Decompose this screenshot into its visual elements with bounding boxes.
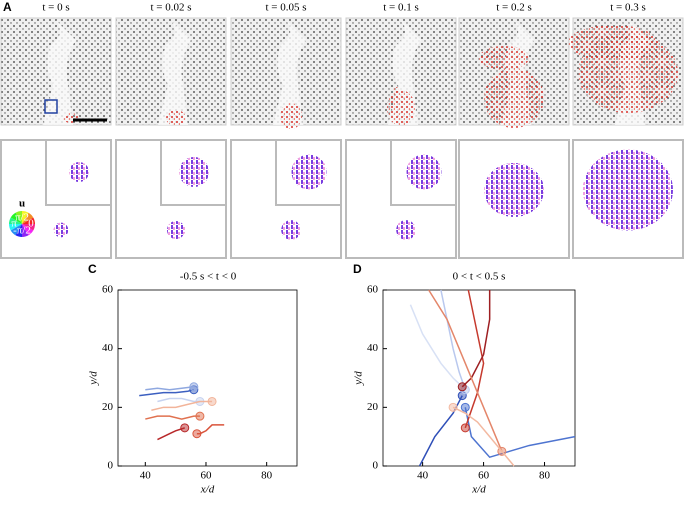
color-wheel	[15, 211, 22, 224]
x-tick-label: 40	[417, 470, 429, 482]
x-axis-label: x/d	[200, 484, 215, 496]
panel-title: t = 0.05 s	[265, 2, 306, 14]
y-tick-label: 20	[367, 401, 379, 413]
plot-frame	[117, 289, 298, 467]
panel-title: t = 0.2 s	[496, 2, 532, 14]
trajectory	[461, 290, 491, 388]
wheel-label: π/2	[15, 212, 29, 224]
trajectory	[409, 304, 463, 388]
end-marker	[457, 382, 467, 392]
trajectory	[145, 386, 194, 391]
red-region	[166, 110, 186, 126]
color-wheel	[22, 224, 29, 237]
panel-label: D	[353, 262, 362, 276]
red-region	[393, 87, 399, 93]
trajectory	[157, 397, 200, 403]
color-wheel	[10, 224, 22, 236]
inset-cluster	[69, 162, 89, 182]
void	[43, 20, 76, 125]
color-wheel	[22, 217, 35, 224]
trajectory	[157, 427, 185, 441]
trajectory	[464, 289, 485, 429]
wheel-label: π	[11, 218, 17, 230]
cluster	[484, 163, 544, 217]
void	[158, 20, 191, 125]
chart-title: -0.5 s < t < 0	[180, 271, 237, 283]
panel-title: t = 0.02 s	[150, 2, 191, 14]
y-tick-label: 40	[102, 342, 114, 354]
red-region	[568, 25, 658, 61]
color-wheel	[9, 217, 22, 224]
y-axis-label: y/d	[353, 371, 365, 386]
panel-title: t = 0.3 s	[610, 2, 646, 14]
trajectory	[440, 289, 466, 390]
end-marker	[460, 402, 470, 412]
y-axis-label: y/d	[88, 371, 100, 386]
y-tick-label: 0	[373, 460, 379, 472]
wheel-title: u	[19, 198, 25, 210]
inset-cluster	[179, 157, 209, 187]
cluster	[53, 222, 69, 238]
y-tick-label: 60	[367, 284, 379, 296]
cluster	[396, 220, 416, 240]
red-region	[484, 68, 544, 128]
y-tick-label: 0	[108, 460, 114, 472]
chart-title: 0 < t < 0.5 s	[453, 271, 506, 283]
panel-title: t = 0.1 s	[383, 2, 419, 14]
inset-cluster	[291, 154, 327, 190]
y-tick-label: 40	[367, 342, 379, 354]
trajectory	[139, 389, 195, 397]
red-region	[387, 90, 415, 126]
end-marker	[448, 402, 458, 412]
cluster	[281, 220, 301, 240]
trajectory	[151, 400, 213, 411]
trajectory	[452, 406, 515, 467]
color-wheel	[22, 224, 35, 231]
color-wheel	[22, 212, 34, 224]
trajectory	[464, 407, 576, 459]
color-wheel	[22, 224, 34, 236]
panel-label: A	[3, 0, 12, 14]
roi-box	[44, 99, 58, 114]
panel-label: C	[88, 262, 97, 276]
panel-title: t = 0 s	[42, 2, 69, 14]
red-region	[479, 46, 529, 70]
red-region	[280, 103, 302, 129]
trajectory	[428, 289, 503, 452]
x-tick-label: 40	[140, 470, 152, 482]
end-marker	[180, 423, 190, 433]
end-marker	[189, 382, 199, 392]
end-marker	[192, 429, 202, 439]
end-marker	[195, 411, 205, 421]
wheel-label: -π/2	[13, 225, 31, 237]
end-marker	[460, 423, 470, 433]
y-tick-label: 20	[102, 401, 114, 413]
x-axis-label: x/d	[471, 484, 486, 496]
x-tick-label: 60	[478, 470, 490, 482]
void	[273, 20, 306, 125]
x-tick-label: 80	[261, 470, 273, 482]
y-tick-label: 60	[102, 284, 114, 296]
color-wheel	[9, 224, 22, 231]
color-wheel	[22, 211, 29, 224]
trajectory	[145, 415, 200, 420]
color-wheel	[15, 224, 22, 237]
x-tick-label: 60	[200, 470, 212, 482]
x-tick-label: 80	[539, 470, 551, 482]
color-wheel	[10, 212, 22, 224]
end-marker	[207, 396, 217, 406]
cluster	[583, 149, 673, 231]
cluster	[167, 221, 185, 239]
inset-cluster	[406, 154, 442, 190]
plot-frame	[382, 289, 576, 467]
wheel-label: 0	[28, 218, 34, 230]
